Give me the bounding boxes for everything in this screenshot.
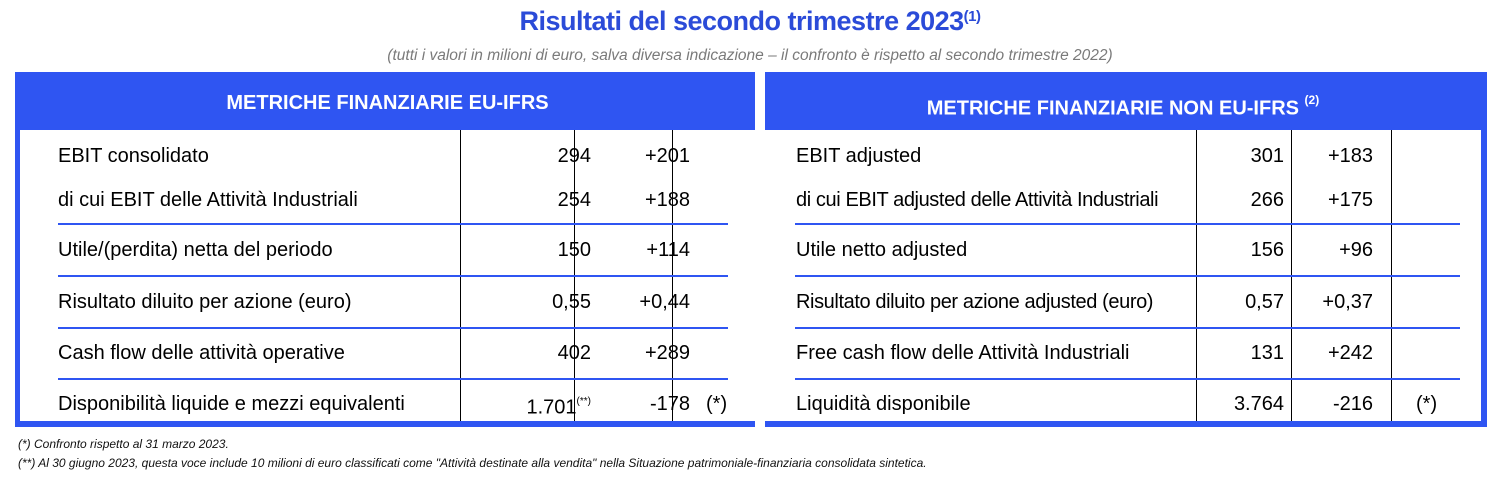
row-value: 294 — [557, 145, 591, 167]
row-value: 301 — [1250, 145, 1284, 167]
row-change: +201 — [644, 145, 690, 167]
row-change: +183 — [1327, 145, 1373, 167]
row-separator — [795, 327, 1460, 329]
table-row: di cui EBIT delle Attività Industriali 2… — [58, 178, 738, 222]
row-change: +242 — [1327, 342, 1373, 364]
table-row: Disponibilità liquide e mezzi equivalent… — [58, 382, 738, 426]
footnote-2: (**) Al 30 giugno 2023, questa voce incl… — [18, 456, 927, 470]
row-separator — [795, 378, 1460, 380]
table-row: Risultato diluito per azione (euro) 0,55… — [58, 280, 738, 324]
results-table: METRICHE FINANZIARIE EU-IFRS METRICHE FI… — [15, 72, 1487, 427]
row-separator — [58, 378, 728, 380]
row-note: (*) — [706, 393, 728, 415]
row-value: 3.764 — [1233, 393, 1284, 415]
left-header-text: METRICHE FINANZIARIE EU-IFRS — [226, 92, 549, 114]
row-change: +188 — [644, 189, 690, 211]
row-label: Free cash flow delle Attività Industrial… — [796, 342, 1130, 364]
left-header: METRICHE FINANZIARIE EU-IFRS — [20, 72, 755, 130]
row-value: 150 — [557, 239, 591, 261]
row-value: 131 — [1250, 342, 1284, 364]
left-panel: EBIT consolidato 294 +201 di cui EBIT de… — [20, 130, 755, 421]
row-change: +289 — [644, 342, 690, 364]
right-header: METRICHE FINANZIARIE NON EU-IFRS (2) — [765, 72, 1481, 130]
row-change: -178 — [649, 393, 690, 415]
row-value: 0,57 — [1245, 291, 1284, 313]
table-row: EBIT consolidato 294 +201 — [58, 134, 738, 178]
row-label: di cui EBIT adjusted delle Attività Indu… — [796, 189, 1159, 211]
page-subtitle: (tutti i valori in milioni di euro, salv… — [387, 47, 1113, 64]
row-label: Risultato diluito per azione adjusted (e… — [796, 291, 1154, 313]
row-change: +175 — [1327, 189, 1373, 211]
row-label: EBIT adjusted — [796, 145, 922, 167]
row-value-text: 1.701 — [526, 396, 577, 419]
row-separator — [58, 275, 728, 277]
row-change: +0,44 — [639, 291, 690, 313]
row-change: +0,37 — [1322, 291, 1373, 313]
row-value-footnote-ref: (**) — [576, 396, 591, 407]
table-row: Risultato diluito per azione adjusted (e… — [796, 280, 1476, 324]
right-header-text: METRICHE FINANZIARIE NON EU-IFRS — [926, 97, 1299, 120]
row-value: 402 — [557, 342, 591, 364]
row-value: 0,55 — [552, 291, 591, 313]
table-row: EBIT adjusted 301 +183 — [796, 134, 1476, 178]
row-change: +114 — [646, 239, 690, 261]
table-row: Utile/(perdita) netta del periodo 150 +1… — [58, 228, 738, 272]
row-value: 156 — [1250, 239, 1284, 261]
row-note: (*) — [1416, 393, 1438, 415]
row-separator — [58, 223, 728, 225]
table-row: Liquidità disponibile 3.764 -216 (*) — [796, 382, 1476, 426]
row-label: Utile/(perdita) netta del periodo — [58, 239, 333, 261]
page-title: Risultati del secondo trimestre 2023(1) — [0, 6, 1500, 37]
row-change: +96 — [1339, 239, 1373, 261]
row-separator — [795, 223, 1460, 225]
title-text: Risultati del secondo trimestre 2023 — [519, 6, 964, 36]
row-label: Cash flow delle attività operative — [58, 342, 345, 364]
row-value: 1.701(**) — [458, 382, 591, 430]
row-label: Liquidità disponibile — [796, 393, 971, 415]
row-label: Disponibilità liquide e mezzi equivalent… — [58, 393, 405, 415]
row-separator — [795, 275, 1460, 277]
table-row: Utile netto adjusted 156 +96 — [796, 228, 1476, 272]
row-value: 266 — [1250, 189, 1284, 211]
table-row: Free cash flow delle Attività Industrial… — [796, 331, 1476, 375]
table-row: Cash flow delle attività operative 402 +… — [58, 331, 738, 375]
row-separator — [58, 327, 728, 329]
title-footnote-ref: (1) — [963, 8, 981, 25]
row-label: Utile netto adjusted — [796, 239, 968, 261]
footnote-1: (*) Confronto rispetto al 31 marzo 2023. — [18, 437, 229, 451]
row-label: di cui EBIT delle Attività Industriali — [58, 189, 358, 211]
right-header-footnote-ref: (2) — [1304, 93, 1320, 107]
row-label: EBIT consolidato — [58, 145, 209, 167]
row-change: -216 — [1332, 393, 1373, 415]
table-row: di cui EBIT adjusted delle Attività Indu… — [796, 178, 1476, 222]
right-panel: EBIT adjusted 301 +183 di cui EBIT adjus… — [765, 130, 1481, 421]
row-label: Risultato diluito per azione (euro) — [58, 291, 352, 313]
column-divider — [755, 72, 765, 427]
row-value: 254 — [557, 189, 591, 211]
